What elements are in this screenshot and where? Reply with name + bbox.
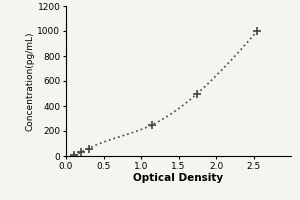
Point	[195, 92, 200, 95]
Point	[255, 29, 260, 33]
Point	[86, 147, 91, 150]
Point	[150, 123, 155, 126]
Point	[79, 151, 83, 154]
X-axis label: Optical Density: Optical Density	[134, 173, 224, 183]
Y-axis label: Concentration(pg/mL): Concentration(pg/mL)	[26, 31, 35, 131]
Point	[71, 153, 76, 156]
